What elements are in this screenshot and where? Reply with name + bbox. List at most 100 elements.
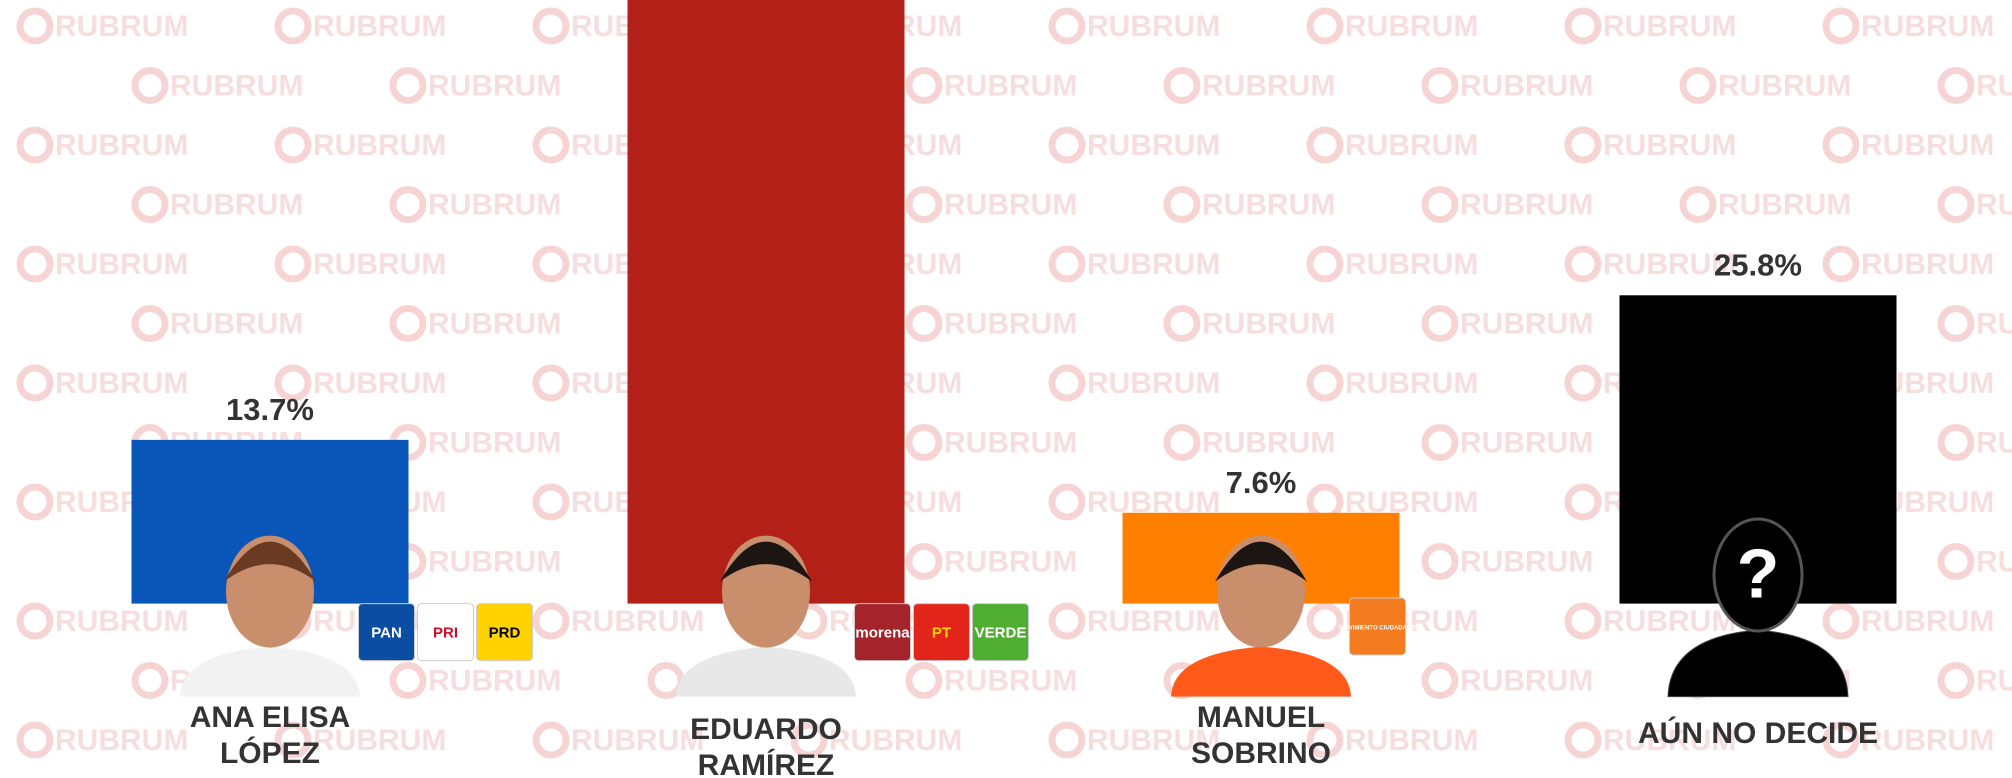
- watermark: RUBRUM: [55, 248, 188, 281]
- category-label: AÚN NO DECIDE: [1637, 717, 1878, 750]
- watermark-icon: [389, 67, 427, 104]
- portrait: ?: [1667, 517, 1849, 698]
- watermark-icon: [131, 186, 169, 223]
- watermark-icon: [1048, 7, 1086, 45]
- watermark-icon: [131, 662, 169, 699]
- party-name: PRD: [489, 625, 521, 642]
- watermark-icon: [1163, 67, 1201, 104]
- watermark-icon: [905, 543, 943, 580]
- watermark-icon: [1421, 662, 1459, 699]
- watermark: RUBRUM: [55, 724, 188, 757]
- watermark-icon: [16, 7, 54, 45]
- value-label: 25.8%: [1714, 247, 1802, 282]
- category-label: MANUEL SOBRINO: [1190, 701, 1331, 770]
- watermark-icon: [1937, 543, 1975, 580]
- watermark-icon: [1048, 483, 1086, 521]
- party-name: PRI: [433, 625, 458, 642]
- watermark: RUBRUM: [829, 724, 962, 757]
- watermark: RUBRUM: [1345, 10, 1478, 43]
- watermark: RUBRUM: [170, 307, 303, 340]
- watermark: RUBRUM: [313, 10, 446, 43]
- watermark-icon: [16, 126, 54, 164]
- watermark-icon: [131, 67, 169, 104]
- watermark: RUBRUM: [1460, 426, 1593, 459]
- watermark: RUBRUM: [428, 188, 561, 221]
- watermark: RUBRUM: [1603, 129, 1736, 162]
- watermark-icon: [1048, 126, 1086, 164]
- watermark: RUBRUM: [1861, 10, 1994, 43]
- watermark: RUBRUM: [1976, 188, 2012, 221]
- hair: [1215, 541, 1307, 582]
- watermark-icon: [1306, 721, 1344, 759]
- watermark-icon: [532, 364, 570, 402]
- watermark: RUBRUM: [1976, 307, 2012, 340]
- watermark-icon: [1822, 7, 1860, 45]
- watermark-icon: [1306, 126, 1344, 164]
- portrait: [1171, 535, 1351, 697]
- watermark: RUBRUM: [944, 545, 1077, 578]
- party-logo: [476, 603, 533, 662]
- watermark-icon: [532, 483, 570, 521]
- hair: [224, 541, 316, 582]
- watermark: RUBRUM: [1460, 188, 1593, 221]
- party-name: PAN: [371, 625, 402, 642]
- watermark-icon: [1306, 364, 1344, 402]
- shoulders: [1171, 646, 1351, 697]
- watermark-icon: [1048, 602, 1086, 640]
- watermark-icon: [1564, 126, 1602, 164]
- watermark-icon: [905, 186, 943, 223]
- watermark: RUBRUM: [313, 248, 446, 281]
- watermark-icon: [1937, 67, 1975, 104]
- watermark: RUBRUM: [1976, 545, 2012, 578]
- watermark-icon: [1822, 721, 1860, 759]
- party-logo: [854, 603, 911, 662]
- watermark: RUBRUM: [944, 188, 1077, 221]
- party-name: morena: [855, 625, 910, 642]
- watermark-icon: [1048, 364, 1086, 402]
- watermark: RUBRUM: [1345, 248, 1478, 281]
- party-name: PT: [932, 625, 951, 642]
- watermark-icon: [532, 245, 570, 283]
- watermark: RUBRUM: [1345, 129, 1478, 162]
- watermark-icon: [1679, 67, 1717, 104]
- watermark-icon: [790, 721, 828, 759]
- value-label: 13.7%: [226, 392, 314, 427]
- watermark: RUBRUM: [944, 307, 1077, 340]
- party-logo: [972, 603, 1029, 662]
- watermark-icon: [1564, 245, 1602, 283]
- watermark: RUBRUM: [55, 129, 188, 162]
- watermark: RUBRUM: [1460, 664, 1593, 697]
- watermark: RUBRUM: [944, 426, 1077, 459]
- shoulders: [180, 646, 360, 697]
- watermark-icon: [1306, 483, 1344, 521]
- watermark-icon: [905, 67, 943, 104]
- watermark: RUBRUM: [1087, 129, 1220, 162]
- watermark: RUBRUM: [1976, 664, 2012, 697]
- watermark-icon: [1937, 186, 1975, 223]
- watermark-icon: [1163, 424, 1201, 461]
- watermark-icon: [389, 662, 427, 699]
- shoulders: [1667, 629, 1849, 698]
- watermark-icon: [1421, 305, 1459, 342]
- watermark: RUBRUM: [1976, 69, 2012, 102]
- watermark-icon: [16, 721, 54, 759]
- watermark-icon: [532, 602, 570, 640]
- watermark-icon: [1421, 424, 1459, 461]
- watermark: RUBRUM: [1718, 188, 1851, 221]
- watermark-icon: [389, 186, 427, 223]
- watermark: RUBRUM: [1202, 307, 1335, 340]
- watermark-icon: [1421, 67, 1459, 104]
- category-label: EDUARDO RAMÍREZ: [690, 713, 842, 778]
- party-name: MOVIMIENTO CIUDADANO: [1339, 626, 1416, 632]
- head: [1712, 517, 1804, 633]
- watermark: RUBRUM: [1460, 307, 1593, 340]
- watermark-icon: [532, 721, 570, 759]
- watermark-icon: [16, 245, 54, 283]
- watermark-icon: [1048, 721, 1086, 759]
- party-logo: [913, 603, 970, 662]
- watermark: RUBRUM: [1202, 426, 1335, 459]
- watermark-icon: [274, 364, 312, 402]
- watermark-icon: [1163, 186, 1201, 223]
- watermark-icon: [905, 424, 943, 461]
- portrait: [676, 535, 856, 697]
